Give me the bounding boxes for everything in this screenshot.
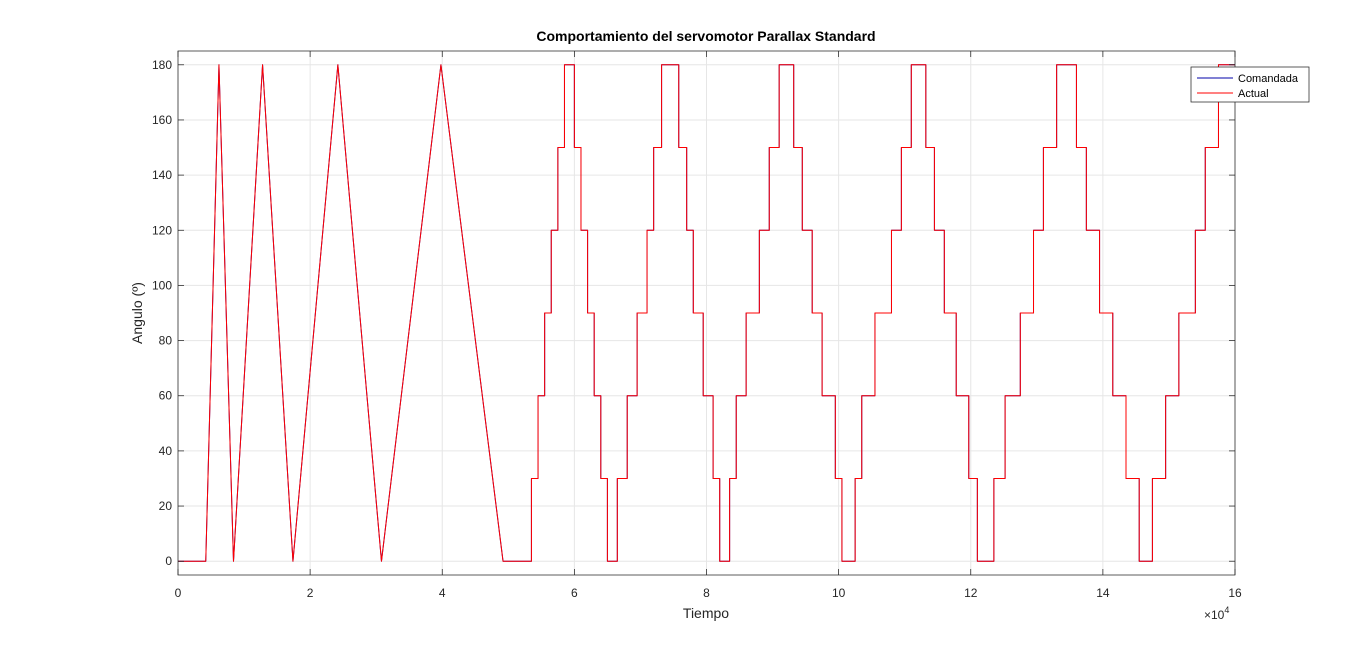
chart-title: Comportamiento del servomotor Parallax S… (536, 28, 875, 44)
x-axis-label: Tiempo (683, 605, 729, 621)
legend-label-comandada: Comandada (1238, 73, 1299, 85)
y-tick-label: 180 (152, 58, 172, 72)
x-tick-label: 16 (1228, 586, 1242, 600)
legend: Comandada Actual (1190, 66, 1310, 103)
x-tick-label: 10 (832, 586, 846, 600)
x-tick-label: 6 (571, 586, 578, 600)
x-tick-label: 2 (307, 586, 314, 600)
y-tick-label: 80 (159, 334, 173, 348)
series-layer (178, 64, 1235, 562)
y-tick-label: 0 (165, 554, 172, 568)
x-tick-label: 14 (1096, 586, 1110, 600)
x-tick-label: 12 (964, 586, 978, 600)
series-line-actual (178, 64, 1235, 562)
legend-label-actual: Actual (1238, 88, 1269, 100)
x-axis-exponent: ×104 (1204, 605, 1229, 622)
y-tick-label: 100 (152, 278, 172, 292)
legend-box (1190, 66, 1310, 103)
y-tick-label: 140 (152, 168, 172, 182)
x-tick-label: 4 (439, 586, 446, 600)
x-tick-label: 0 (175, 586, 182, 600)
x-tick-label: 8 (703, 586, 710, 600)
y-tick-label: 40 (159, 444, 173, 458)
y-tick-label: 20 (159, 499, 173, 513)
y-tick-label: 60 (159, 389, 173, 403)
y-tick-label: 120 (152, 223, 172, 237)
y-axis-label: Angulo (º) (129, 282, 145, 344)
y-tick-label: 160 (152, 113, 172, 127)
